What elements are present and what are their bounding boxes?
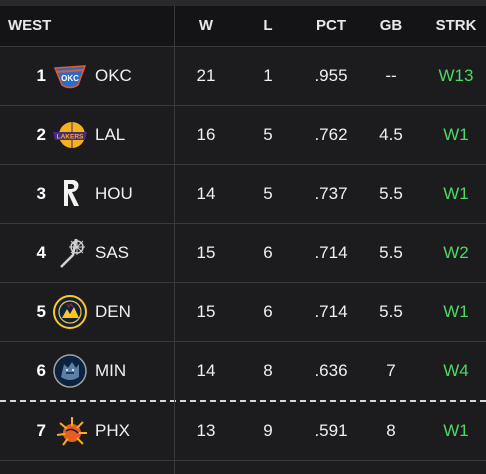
- spurs-logo-icon: [60, 238, 85, 268]
- okc-thunder-logo-icon: OKC: [53, 65, 87, 89]
- team-rank: 4: [36, 243, 46, 262]
- wins: 21: [196, 66, 216, 85]
- lakers-logo-icon: LAKERS: [53, 122, 87, 148]
- team-abbreviation: HOU: [95, 184, 133, 203]
- column-header-losses[interactable]: L: [263, 17, 273, 34]
- timberwolves-logo-icon: [53, 354, 87, 388]
- column-header-pct[interactable]: PCT: [316, 17, 346, 34]
- streak: W2: [443, 243, 469, 262]
- svg-text:OKC: OKC: [61, 74, 79, 83]
- streak: W1: [443, 125, 469, 144]
- win-percentage: .955: [314, 66, 348, 85]
- team-abbreviation: LAL: [95, 125, 126, 144]
- losses: 1: [263, 66, 273, 85]
- team-rank: 6: [36, 361, 46, 380]
- team-row-hou[interactable]: 3 HOU 14 5 .737 5.5 W1: [0, 165, 486, 224]
- games-behind: 7: [386, 361, 396, 380]
- team-row-min[interactable]: 6 MIN 14 8 .636 7 W4: [0, 342, 486, 400]
- team-abbreviation: PHX: [95, 421, 130, 440]
- games-behind: 5.5: [379, 243, 403, 262]
- team-rank: 1: [36, 66, 46, 85]
- win-percentage: .714: [314, 302, 348, 321]
- losses: 9: [263, 421, 273, 440]
- column-header-games-behind[interactable]: GB: [379, 17, 403, 34]
- streak: W13: [438, 66, 474, 85]
- team-rank: 2: [36, 125, 46, 144]
- playoff-cutoff-line: [0, 400, 486, 402]
- column-header-wins[interactable]: W: [198, 17, 214, 34]
- games-behind: 5.5: [379, 184, 403, 203]
- team-rank: 3: [36, 184, 46, 203]
- team-abbreviation: SAS: [95, 243, 130, 262]
- wins: 14: [196, 184, 216, 203]
- streak: W1: [443, 184, 469, 203]
- losses: 5: [263, 184, 273, 203]
- conference-title: WEST: [8, 17, 52, 34]
- wins: 14: [196, 361, 216, 380]
- streak: W1: [443, 421, 469, 440]
- team-row-den[interactable]: 5 DEN 15 6 .714 5.5 W1: [0, 283, 486, 342]
- team-row-sas[interactable]: 4 SAS 15 6 .714 5.5 W2: [0, 224, 486, 283]
- team-rank: 5: [36, 302, 46, 321]
- wins: 13: [196, 421, 216, 440]
- games-behind: 4.5: [379, 125, 403, 144]
- suns-logo-icon: [56, 417, 87, 446]
- standings-header: WEST W L PCT GB STRK: [0, 6, 486, 47]
- column-header-streak[interactable]: STRK: [435, 17, 477, 34]
- win-percentage: .762: [314, 125, 348, 144]
- team-row-lal[interactable]: 2 LAKERS LAL 16 5 .762 4.5 W1: [0, 106, 486, 165]
- svg-text:LAKERS: LAKERS: [57, 134, 84, 141]
- team-row-phx[interactable]: 7 PHX 13 9 .591 8 W1: [0, 402, 486, 461]
- win-percentage: .636: [314, 361, 348, 380]
- team-rank: 7: [36, 421, 46, 440]
- team-row-okc[interactable]: 1 OKC OKC 21 1 .955 -- W13: [0, 47, 486, 106]
- wins: 16: [196, 125, 216, 144]
- streak: W1: [443, 302, 469, 321]
- wins: 15: [196, 243, 216, 262]
- win-percentage: .591: [314, 421, 348, 440]
- games-behind: --: [385, 66, 397, 85]
- games-behind: 8: [386, 421, 396, 440]
- losses: 6: [263, 243, 273, 262]
- win-percentage: .737: [314, 184, 348, 203]
- team-abbreviation: MIN: [95, 361, 127, 380]
- losses: 6: [263, 302, 273, 321]
- wins: 15: [196, 302, 216, 321]
- top-divider: [0, 0, 486, 6]
- streak: W4: [443, 361, 469, 380]
- team-abbreviation: OKC: [95, 66, 132, 85]
- rockets-logo-icon: [64, 180, 79, 206]
- win-percentage: .714: [314, 243, 348, 262]
- losses: 5: [263, 125, 273, 144]
- losses: 8: [263, 361, 273, 380]
- column-divider: [174, 6, 175, 474]
- games-behind: 5.5: [379, 302, 403, 321]
- nuggets-logo-icon: [53, 295, 87, 329]
- team-abbreviation: DEN: [95, 302, 131, 321]
